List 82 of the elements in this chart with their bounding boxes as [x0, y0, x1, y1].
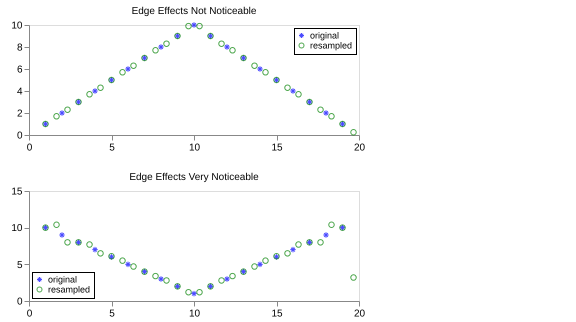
point — [130, 62, 137, 69]
point — [97, 250, 104, 257]
point — [224, 276, 230, 282]
point — [224, 44, 230, 50]
point — [196, 22, 203, 30]
point — [256, 261, 264, 268]
point — [124, 66, 132, 72]
point — [229, 272, 236, 280]
point — [86, 241, 93, 248]
x-tick-label: 20 — [354, 308, 366, 320]
point — [256, 66, 264, 72]
point — [86, 91, 93, 98]
legend-label: resampled — [310, 40, 352, 50]
point — [163, 277, 170, 284]
y-tick-label: 5 — [16, 260, 23, 271]
point — [185, 22, 192, 30]
x-tick-label: 0 — [26, 142, 33, 154]
point — [158, 44, 164, 50]
point — [328, 113, 335, 120]
point — [190, 290, 198, 297]
point — [251, 62, 258, 69]
point — [92, 246, 98, 253]
point — [53, 113, 60, 120]
point — [64, 239, 71, 246]
x-tick-label: 15 — [271, 142, 283, 154]
y-tick-label: 15 — [11, 186, 23, 198]
point — [130, 263, 137, 270]
point — [97, 84, 104, 91]
point — [92, 88, 98, 94]
point — [328, 222, 335, 228]
x-tick-label: 0 — [26, 308, 33, 320]
point — [262, 257, 269, 264]
point — [290, 88, 296, 94]
legend-label: original — [48, 274, 78, 284]
point — [196, 288, 203, 296]
x-tick-label: 5 — [109, 308, 116, 320]
point — [322, 110, 330, 116]
y-tick-label: 6 — [16, 64, 23, 76]
point — [218, 40, 225, 47]
y-tick-label: 4 — [16, 86, 23, 98]
point — [317, 106, 324, 113]
y-tick-label: 8 — [16, 42, 23, 54]
legend-label: resampled — [48, 284, 90, 294]
point — [119, 69, 126, 76]
point — [295, 241, 302, 248]
point — [229, 47, 236, 54]
x-tick-label: 20 — [354, 142, 366, 154]
point — [290, 246, 296, 253]
point — [218, 277, 225, 284]
point — [251, 263, 258, 270]
point — [119, 257, 126, 264]
x-tick-label: 15 — [271, 308, 283, 320]
y-tick-label: 10 — [11, 20, 23, 32]
y-tick-label: 2 — [16, 108, 23, 120]
chart-title: Edge Effects Not Noticeable — [132, 6, 257, 17]
point — [322, 232, 330, 238]
point — [350, 274, 357, 281]
point — [158, 276, 164, 282]
point — [317, 239, 324, 246]
point — [152, 47, 159, 54]
legend-label: original — [310, 30, 340, 40]
point — [124, 261, 132, 268]
chart-title: Edge Effects Very Noticeable — [129, 172, 260, 183]
point — [58, 232, 66, 238]
point — [53, 222, 60, 228]
x-tick-label: 5 — [109, 142, 116, 154]
point — [190, 22, 198, 28]
x-tick-label: 10 — [188, 308, 200, 320]
point — [350, 129, 357, 136]
point — [185, 288, 192, 296]
point — [64, 106, 71, 113]
point — [58, 110, 66, 116]
point — [295, 91, 302, 98]
point — [284, 250, 291, 257]
point — [163, 40, 170, 47]
x-tick-label: 10 — [188, 142, 200, 154]
point — [152, 272, 159, 280]
y-tick-label: 10 — [11, 223, 23, 234]
y-tick-label: 0 — [16, 296, 23, 308]
point — [262, 69, 269, 76]
point — [284, 84, 291, 91]
y-tick-label: 0 — [16, 130, 23, 142]
